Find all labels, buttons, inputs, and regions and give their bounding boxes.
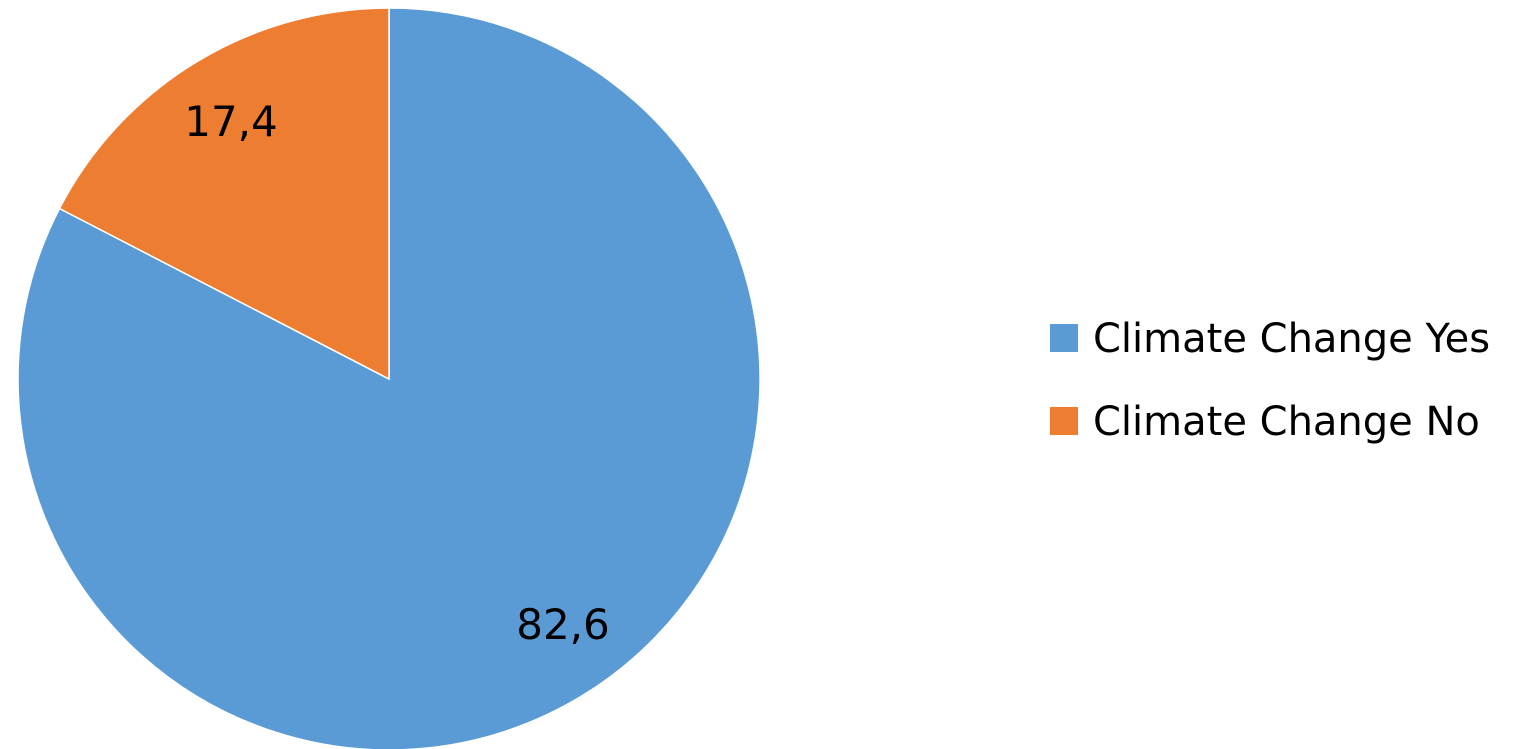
legend-swatch-no: [1050, 407, 1078, 435]
legend-entry-no: Climate Change No: [1050, 399, 1480, 445]
legend-label-no: Climate Change No: [1093, 399, 1480, 445]
legend-label-yes: Climate Change Yes: [1093, 316, 1490, 362]
pie-data-labels: 82,6 17,4: [184, 97, 610, 649]
legend-swatch-yes: [1050, 324, 1078, 352]
data-label-no: 17,4: [184, 97, 278, 146]
pie-slices: [17, 7, 761, 749]
legend-entry-yes: Climate Change Yes: [1050, 316, 1490, 362]
pie-slice-no: [58, 7, 390, 381]
pie-slice-yes: [17, 7, 761, 749]
legend: Climate Change Yes Climate Change No: [1050, 316, 1490, 445]
data-label-yes: 82,6: [516, 600, 610, 649]
